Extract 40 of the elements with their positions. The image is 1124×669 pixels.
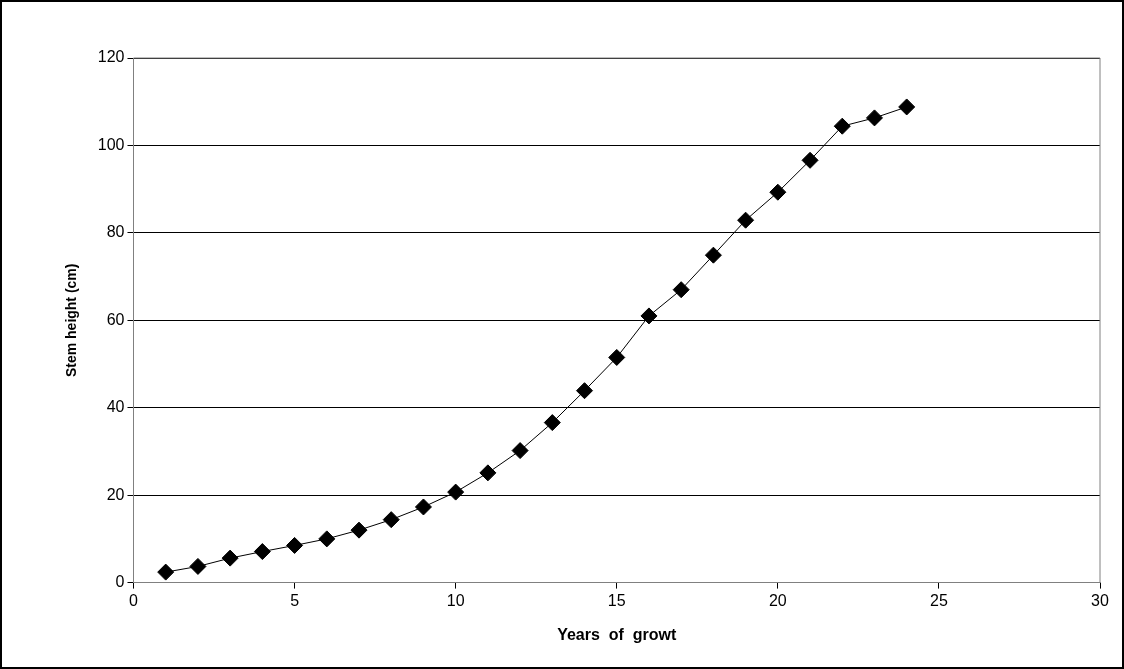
point — [350, 521, 368, 539]
point — [479, 464, 497, 482]
x-tick-label: 25 — [930, 591, 948, 609]
point — [318, 530, 336, 548]
point — [576, 382, 594, 400]
point — [704, 246, 722, 264]
point — [382, 511, 400, 529]
point — [898, 98, 916, 116]
point — [286, 536, 304, 554]
point — [447, 483, 465, 501]
point — [737, 211, 755, 229]
y-tick-label: 40 — [106, 398, 125, 416]
y-tick-label: 20 — [106, 485, 125, 503]
point — [511, 442, 529, 460]
point — [672, 281, 690, 299]
y-tick-label: 60 — [106, 310, 125, 328]
point — [157, 563, 175, 581]
point — [221, 549, 239, 567]
y-tick-label: 120 — [97, 48, 125, 66]
x-tick-label: 15 — [607, 591, 626, 609]
y-tick-label: 100 — [97, 135, 125, 153]
point — [801, 151, 819, 169]
point — [414, 498, 432, 516]
point — [640, 307, 658, 325]
x-tick-label: 20 — [768, 591, 787, 609]
x-tick-label: 0 — [129, 591, 139, 609]
x-tick-label: 10 — [446, 591, 465, 609]
x-tick-label: 5 — [290, 591, 300, 609]
point — [189, 557, 207, 575]
point — [769, 183, 787, 201]
point — [865, 109, 883, 127]
point — [253, 543, 271, 561]
point — [833, 117, 851, 135]
point — [608, 348, 626, 366]
x-tick-label: 30 — [1091, 591, 1109, 609]
x-axis-title: Years of growt — [557, 625, 677, 643]
y-axis-title: Stem height (cm) — [63, 263, 80, 378]
point — [543, 414, 561, 432]
y-tick-label: 0 — [115, 573, 125, 591]
y-tick-label: 80 — [106, 223, 125, 241]
